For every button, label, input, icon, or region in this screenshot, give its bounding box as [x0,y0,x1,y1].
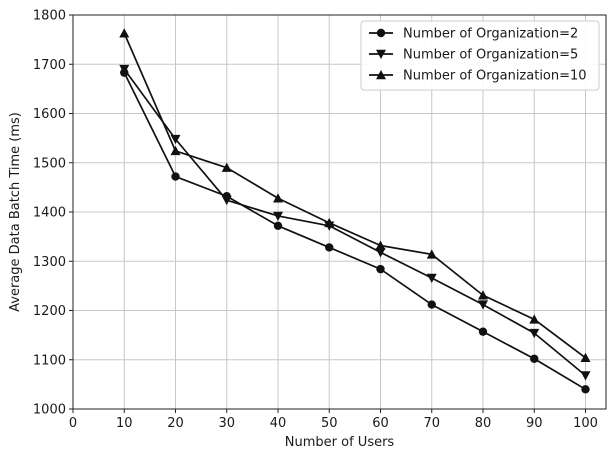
data-point [221,195,232,206]
series-line [123,72,586,391]
data-point [171,172,180,181]
data-point [273,221,283,230]
series-layer [119,28,591,394]
data-point [273,211,283,221]
data-point [170,145,181,156]
series-line [123,68,587,377]
legend-entry: Number of Organization=2 [369,27,578,42]
data-point [119,28,130,38]
y-tick-label: 1800 [33,9,66,24]
y-tick-label: 1600 [33,107,66,122]
x-tick-label: 100 [573,416,598,431]
data-point [273,193,283,203]
data-point [478,290,488,300]
y-axis-label: Average Data Batch Time (ms) [8,112,23,312]
legend-label: Number of Organization=5 [403,48,578,63]
y-tick-label: 1100 [33,353,66,368]
data-point [478,327,488,336]
x-tick-label: 20 [167,416,184,431]
series-3 [119,28,591,363]
legend: Number of Organization=2 Number of Organi… [360,20,600,91]
data-point [221,162,232,172]
legend-marker [376,28,386,38]
legend-label: Number of Organization=2 [403,27,578,42]
data-point [529,328,540,339]
data-point [324,217,335,228]
x-axis-label: Number of Users [285,435,395,450]
x-tick-label: 10 [116,416,133,431]
y-tick-label: 1700 [33,58,66,73]
x-tick-label: 60 [372,416,389,431]
x-tick-label: 80 [475,416,492,431]
x-tick-label: 70 [423,416,440,431]
y-tick-label: 1200 [33,304,66,319]
legend-box [360,20,600,91]
y-tick-label: 1400 [33,206,66,221]
data-point [170,134,181,145]
series-1 [120,68,590,394]
series-line [123,32,587,359]
x-axis-ticks: 0 10 20 30 40 50 60 70 80 90 100 [69,409,598,431]
y-tick-label: 1500 [33,156,66,171]
data-point [529,314,540,324]
series-2 [119,64,591,381]
data-point [581,385,590,394]
data-point [426,273,437,283]
data-point [376,264,385,274]
data-point [427,300,436,309]
y-tick-label: 1000 [33,403,66,418]
legend-entry: Number of Organization=5 [369,48,578,63]
y-tick-label: 1300 [33,255,66,270]
x-tick-label: 90 [526,416,543,431]
data-point [375,248,386,258]
data-point [375,240,386,250]
y-axis-ticks: 1000 1100 1200 1300 1400 1500 1600 1700 1800 [33,9,73,418]
data-point [119,64,130,75]
legend-marker [376,49,386,59]
data-point [530,354,539,363]
data-point [325,243,334,252]
legend-marker [376,70,386,80]
legend-entry: Number of Organization=10 [369,69,587,84]
data-point [580,371,591,381]
x-tick-label: 50 [321,416,338,431]
data-point [426,249,437,259]
x-tick-label: 30 [218,416,235,431]
data-point [478,300,488,310]
data-point [580,352,591,363]
x-tick-label: 40 [270,416,287,431]
x-tick-label: 0 [69,416,77,431]
legend-label: Number of Organization=10 [403,69,587,84]
